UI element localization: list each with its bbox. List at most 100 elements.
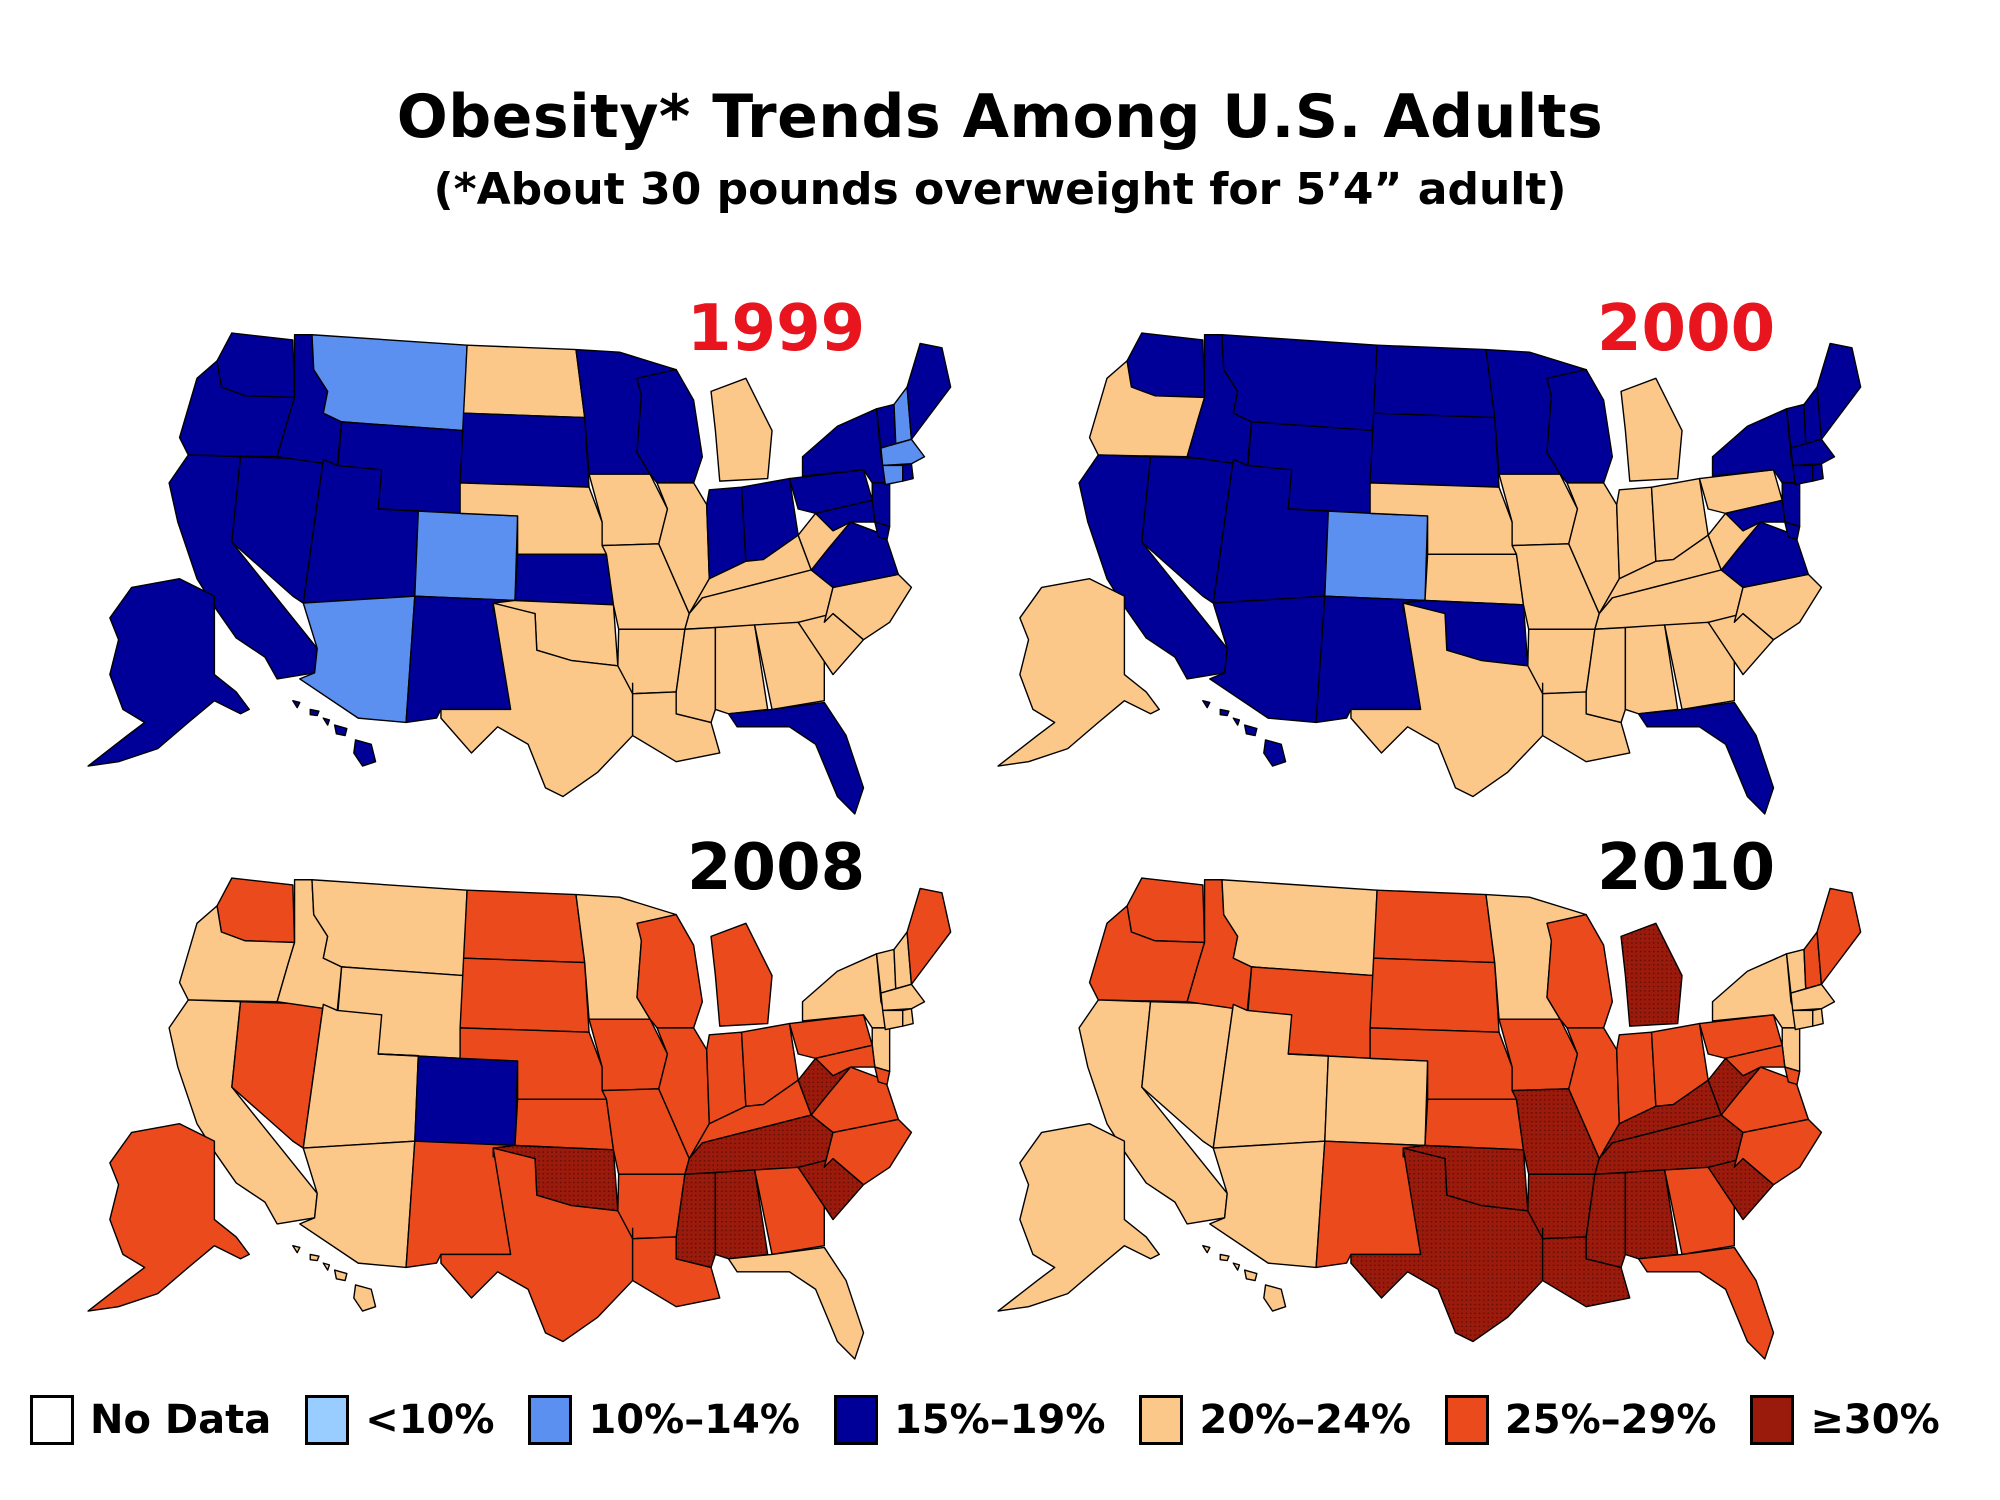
legend-swatch-ge30 <box>1750 1395 1795 1445</box>
state-ri <box>1812 463 1824 482</box>
map-panel-2008: 2008 <box>75 831 955 1385</box>
state-ak <box>87 1123 250 1312</box>
page-subtitle: (*About 30 pounds overweight for 5’4” ad… <box>433 164 1567 215</box>
state-ma <box>1790 983 1836 1012</box>
state-hi <box>1202 1244 1287 1312</box>
legend-label: No Data <box>90 1397 272 1443</box>
us-map-2010 <box>997 877 1862 1360</box>
state-ny <box>1711 953 1801 1029</box>
state-ks <box>514 1098 615 1151</box>
state-mt <box>1221 879 1378 977</box>
state-ny <box>801 408 891 484</box>
state-de <box>1784 521 1801 541</box>
state-fl <box>1637 701 1775 815</box>
state-md <box>814 1044 876 1077</box>
state-az <box>299 1140 416 1269</box>
legend-swatch-c20-24 <box>1139 1395 1184 1445</box>
state-ri <box>1812 1008 1824 1027</box>
state-az <box>1209 1140 1326 1269</box>
state-ar <box>617 628 686 695</box>
state-md <box>814 499 876 532</box>
legend-swatch-c25-29 <box>1444 1395 1489 1445</box>
legend-item: 10%–14% <box>528 1395 800 1445</box>
state-tx <box>1350 1147 1544 1343</box>
legend-swatch-no-data <box>30 1395 74 1445</box>
state-me <box>1816 342 1862 441</box>
state-wi <box>636 368 704 484</box>
state-nd <box>462 344 586 419</box>
state-sd <box>1369 412 1500 488</box>
state-ct <box>881 1009 904 1031</box>
us-map-2000 <box>997 332 1862 815</box>
state-wa <box>216 332 296 399</box>
state-fl <box>1637 1246 1775 1360</box>
state-wa <box>216 877 296 944</box>
state-wi <box>1546 368 1614 484</box>
state-mt <box>311 879 468 977</box>
map-legend: No Data <10% 10%–14% 15%–19% 20%–24% 25%–29% ≥… <box>30 1390 1974 1450</box>
state-ak <box>997 1123 1160 1312</box>
state-md <box>1724 1044 1786 1077</box>
state-hi <box>292 699 377 767</box>
legend-label: <10% <box>365 1397 495 1443</box>
state-ny <box>1711 408 1801 484</box>
state-nd <box>1372 889 1496 964</box>
state-ar <box>617 1173 686 1240</box>
state-ar <box>1527 628 1596 695</box>
state-de <box>874 521 891 541</box>
legend-item: No Data <box>30 1395 271 1445</box>
state-ga <box>753 621 826 711</box>
state-sd <box>459 957 590 1033</box>
state-me <box>1816 887 1862 986</box>
state-de <box>874 1066 891 1086</box>
state-nd <box>462 889 586 964</box>
legend-swatch-c15-19 <box>833 1395 878 1445</box>
state-ks <box>514 553 615 606</box>
legend-item: 20%–24% <box>1139 1395 1411 1445</box>
map-panel-2010: 2010 <box>985 831 1865 1385</box>
state-mi <box>710 377 773 482</box>
state-tx <box>440 602 634 798</box>
legend-label: 10%–14% <box>588 1397 800 1443</box>
legend-swatch-lt10 <box>305 1395 350 1445</box>
state-ak <box>997 578 1160 767</box>
state-me <box>906 342 952 441</box>
state-ri <box>902 463 914 482</box>
legend-item: 25%–29% <box>1444 1395 1717 1445</box>
state-ar <box>1527 1173 1596 1240</box>
legend-swatch-c10-14 <box>528 1395 573 1445</box>
state-ct <box>881 464 904 486</box>
state-mt <box>311 334 468 432</box>
state-ma <box>880 983 926 1012</box>
state-sd <box>459 412 590 488</box>
state-mi <box>1620 377 1683 482</box>
map-panel-2000: 2000 <box>985 292 1865 840</box>
state-de <box>1784 1066 1801 1086</box>
year-label-2010: 2010 <box>1597 831 1776 905</box>
legend-item: 15%–19% <box>833 1395 1105 1445</box>
year-label-1999: 1999 <box>687 292 866 366</box>
state-ct <box>1791 464 1814 486</box>
us-map-1999 <box>87 332 952 815</box>
year-label-2008: 2008 <box>687 831 866 905</box>
state-hi <box>1202 699 1287 767</box>
state-az <box>299 595 416 724</box>
state-ct <box>1791 1009 1814 1031</box>
state-fl <box>727 701 865 815</box>
state-az <box>1209 595 1326 724</box>
state-wi <box>1546 913 1614 1029</box>
us-map-2008 <box>87 877 952 1360</box>
state-ak <box>87 578 250 767</box>
state-ny <box>801 953 891 1029</box>
state-mi <box>710 922 773 1027</box>
state-ga <box>753 1166 826 1256</box>
state-tx <box>1350 602 1544 798</box>
state-ks <box>1424 1098 1525 1151</box>
legend-label: 25%–29% <box>1504 1397 1717 1443</box>
state-wa <box>1126 877 1206 944</box>
state-ma <box>1790 438 1836 467</box>
state-ga <box>1663 1166 1736 1256</box>
state-fl <box>727 1246 865 1360</box>
state-tx <box>440 1147 634 1343</box>
state-me <box>906 887 952 986</box>
